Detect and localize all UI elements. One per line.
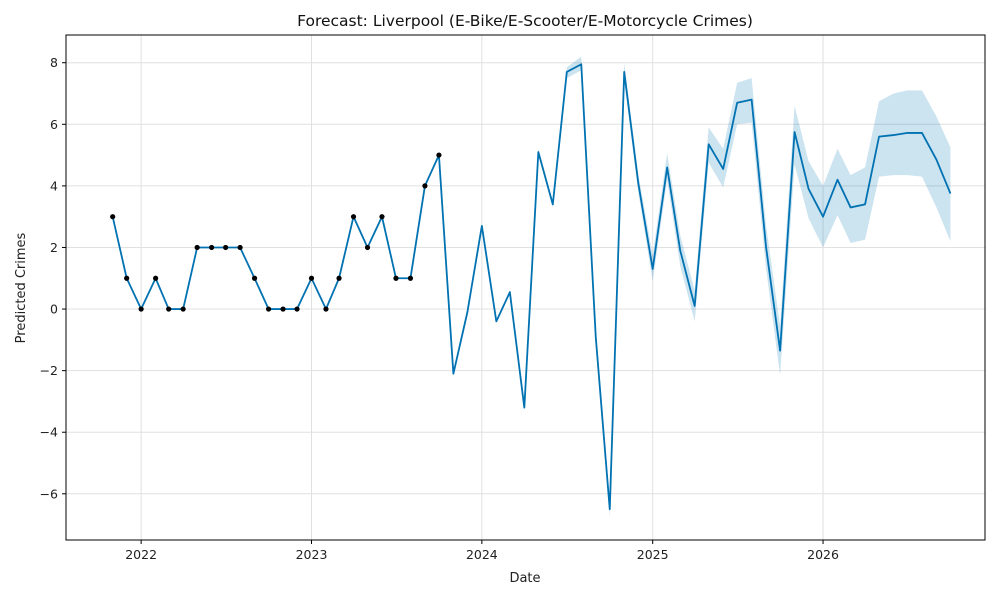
- y-tick-label: −6: [40, 486, 58, 501]
- observed-point: [265, 306, 272, 312]
- observed-point: [237, 244, 243, 251]
- observed-point: [194, 244, 200, 251]
- observed-points: [110, 152, 442, 312]
- x-axis-title: Date: [509, 571, 540, 586]
- observed-point: [294, 306, 300, 312]
- observed-point: [153, 275, 159, 281]
- uncertainty-band-area: [112, 56, 951, 517]
- x-tick-label: 2024: [466, 547, 498, 562]
- observed-point: [280, 306, 286, 312]
- y-tick-label: 0: [50, 302, 58, 317]
- observed-point: [350, 214, 357, 220]
- observed-point: [308, 275, 315, 281]
- y-tick-label: 8: [50, 55, 58, 70]
- chart-title: Forecast: Liverpool (E-Bike/E-Scooter/E-…: [297, 12, 753, 30]
- forecast-line-layer: [111, 63, 952, 511]
- y-tick-label: 6: [50, 117, 58, 132]
- observed-point: [180, 306, 186, 312]
- x-tick-label: 2026: [807, 547, 839, 562]
- y-tick-label: −2: [40, 363, 58, 378]
- observed-point: [393, 275, 399, 281]
- y-tick-label: 4: [50, 178, 58, 193]
- observed-point: [422, 183, 428, 189]
- observed-point: [110, 214, 116, 220]
- observed-point: [138, 306, 144, 312]
- y-axis-title: Predicted Crimes: [14, 232, 29, 343]
- observed-point: [336, 275, 342, 281]
- x-axis-ticks: 2022 2023 2024 2025 2026: [125, 540, 839, 562]
- observed-point: [209, 244, 215, 251]
- y-tick-label: 2: [50, 240, 58, 255]
- observed-point: [379, 214, 385, 220]
- x-tick-label: 2025: [637, 547, 669, 562]
- y-tick-label: −4: [40, 425, 58, 440]
- observed-point: [223, 244, 229, 251]
- forecast-line: [111, 63, 952, 511]
- uncertainty-band: [112, 56, 951, 517]
- observed-point: [436, 152, 442, 158]
- observed-point: [323, 306, 329, 312]
- x-tick-label: 2022: [125, 547, 157, 562]
- plot-frame: [65, 34, 986, 541]
- observed-point: [124, 275, 130, 281]
- x-tick-label: 2023: [296, 547, 328, 562]
- observed-point: [364, 244, 371, 251]
- observed-point: [166, 306, 172, 312]
- y-axis-ticks: −6 −4 −2 0 2 4 6 8: [40, 55, 66, 501]
- observed-point: [251, 275, 258, 281]
- observed-point: [407, 275, 414, 281]
- grid-lines: [66, 35, 985, 540]
